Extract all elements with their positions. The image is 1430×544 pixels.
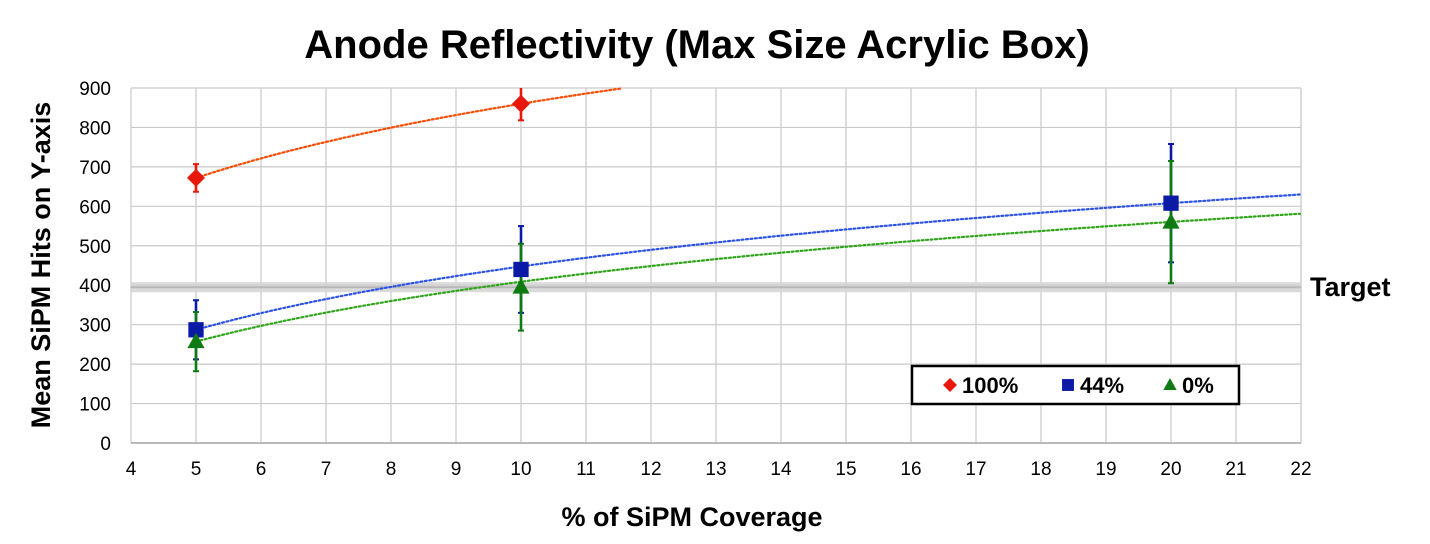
legend-label: 44% [1080, 373, 1124, 398]
legend-marker-0pct [1163, 378, 1177, 391]
x-tick-label: 15 [835, 459, 856, 480]
legend-box [910, 364, 1241, 406]
x-tick-label: 19 [1095, 459, 1116, 480]
legend-label: 0% [1182, 373, 1214, 398]
legend-marker-100pct [943, 378, 957, 392]
x-tick-label: 21 [1225, 459, 1246, 480]
y-tick-label: 200 [79, 355, 111, 376]
x-axis-ticks: 4 5 6 7 8 9 10 11 12 13 14 15 16 17 18 19 20 21 22 [126, 459, 1312, 480]
x-tick-label: 11 [576, 459, 596, 480]
y-tick-label: 900 [79, 79, 111, 100]
y-tick-label: 100 [79, 395, 111, 416]
y-axis-title: Mean SiPM Hits on Y-axis [26, 102, 56, 429]
x-tick-label: 12 [640, 459, 661, 480]
y-tick-label: 0 [100, 434, 111, 455]
y-tick-label: 400 [79, 276, 111, 297]
legend: 100% 44% 0% [910, 364, 1241, 406]
y-tick-label: 300 [79, 316, 111, 337]
x-tick-label: 10 [510, 459, 531, 480]
x-tick-label: 16 [900, 459, 921, 480]
target-line-group: Target [131, 272, 1391, 302]
x-tick-label: 14 [770, 459, 792, 480]
legend-marker-44pct [1062, 379, 1074, 391]
data-point-44pct [188, 322, 204, 338]
x-tick-label: 20 [1160, 459, 1181, 480]
data-point-0pct [187, 332, 205, 349]
y-tick-label: 700 [79, 158, 111, 179]
y-axis-ticks: 0 100 200 300 400 500 600 700 800 900 [79, 79, 111, 455]
trendline-100pct [194, 87, 624, 179]
x-tick-label: 13 [705, 459, 726, 480]
data-point-44pct [1163, 195, 1179, 211]
x-tick-label: 6 [256, 459, 267, 480]
x-axis-title: % of SiPM Coverage [561, 502, 822, 532]
data-point-0pct [512, 278, 530, 294]
x-tick-label: 8 [386, 459, 397, 480]
y-tick-label: 500 [79, 237, 111, 258]
x-tick-label: 5 [191, 459, 202, 480]
data-point-100pct [512, 94, 530, 113]
x-tick-label: 4 [126, 459, 137, 480]
chart-title: Anode Reflectivity (Max Size Acrylic Box… [304, 23, 1089, 67]
data-point-44pct [513, 261, 529, 278]
trendlines [194, 87, 1302, 343]
x-tick-label: 22 [1290, 459, 1311, 480]
data-point-100pct [187, 168, 205, 187]
x-tick-label: 18 [1030, 459, 1051, 480]
y-tick-label: 600 [79, 197, 111, 218]
legend-label: 100% [962, 373, 1018, 398]
data-point-0pct [1162, 213, 1180, 229]
x-tick-label: 17 [965, 459, 986, 480]
trendline-0pct [194, 212, 1302, 343]
x-tick-label: 7 [321, 459, 332, 480]
x-tick-label: 9 [451, 459, 462, 480]
y-tick-label: 800 [79, 118, 111, 139]
trendline-44pct [194, 193, 1302, 331]
data-points [187, 94, 1180, 349]
target-label: Target [1310, 272, 1391, 302]
